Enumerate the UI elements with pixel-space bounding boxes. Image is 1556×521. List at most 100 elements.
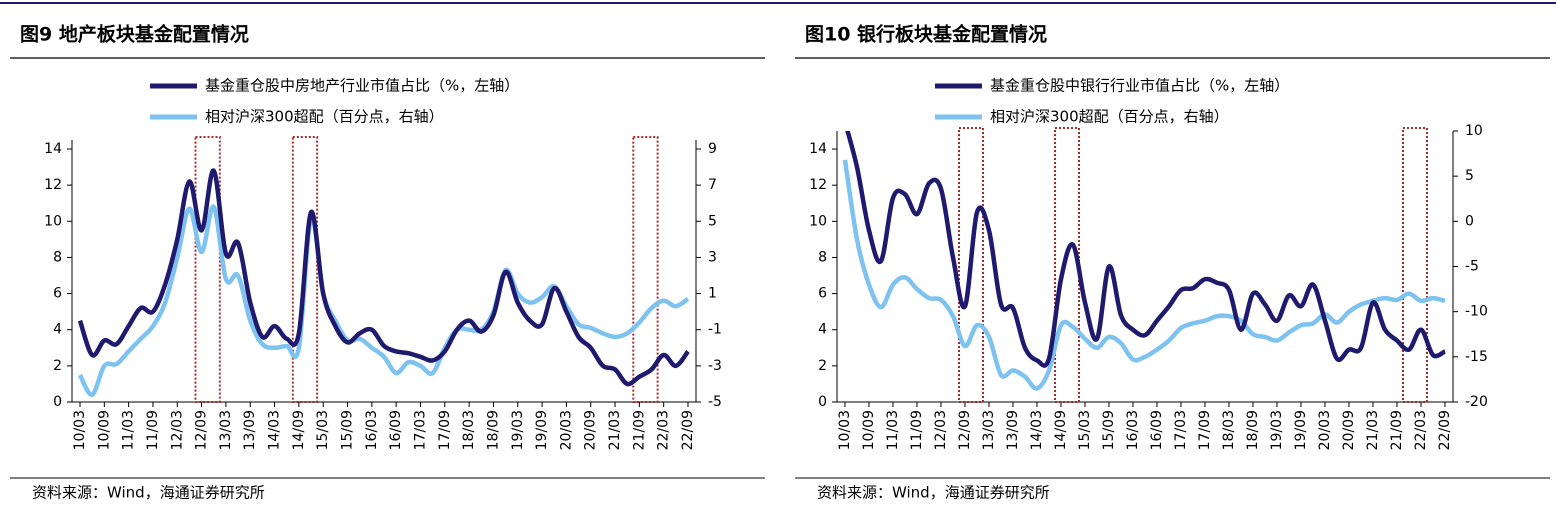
highlight-box [958, 127, 984, 403]
x-tick-label: 15/03 [315, 410, 331, 450]
y-tick-label: 0 [818, 394, 827, 410]
x-tick-label: 17/09 [437, 410, 453, 450]
x-tick-label: 22/03 [656, 410, 672, 450]
x-tick-label: 21/09 [631, 410, 647, 450]
y-tick-label: 8 [818, 249, 827, 265]
y2-tick-label: 7 [708, 177, 717, 193]
x-tick-label: 18/09 [1245, 410, 1261, 450]
x-tick-label: 12/03 [169, 410, 185, 450]
x-tick-label: 21/09 [1389, 410, 1405, 450]
x-tick-label: 12/03 [933, 410, 949, 450]
y-tick-label: 14 [44, 141, 62, 157]
chart-title: 图10 银行板块基金配置情况 [805, 23, 1047, 46]
x-tick-label: 22/09 [1437, 410, 1453, 450]
x-tick-label: 21/03 [1365, 410, 1381, 450]
x-tick-label: 13/09 [242, 410, 258, 450]
y-tick-label: 14 [809, 141, 827, 157]
x-tick-label: 19/09 [534, 410, 550, 450]
chart-title: 图9 地产板块基金配置情况 [20, 23, 249, 46]
y-tick-label: 12 [44, 177, 62, 193]
x-tick-label: 14/09 [1053, 410, 1069, 450]
highlight-box [1402, 127, 1428, 403]
y2-tick-label: 9 [708, 141, 717, 157]
y2-tick-label: 10 [1465, 123, 1483, 139]
y-tick-label: 8 [53, 249, 62, 265]
legend-label: 相对沪深300超配（百分点，右轴） [990, 108, 1229, 126]
x-tick-label: 11/03 [121, 410, 137, 450]
series-line [842, 159, 1446, 391]
series-line [77, 168, 690, 387]
source: 资料来源：Wind，海通证券研究所 [817, 484, 1050, 502]
x-tick-label: 13/03 [218, 410, 234, 450]
x-tick-label: 10/09 [861, 410, 877, 450]
y-tick-label: 4 [818, 322, 827, 338]
legend-label: 相对沪深300超配（百分点，右轴） [205, 108, 444, 126]
y2-tick-label: 5 [1465, 168, 1474, 184]
x-tick-label: 15/09 [340, 410, 356, 450]
x-tick-label: 16/03 [364, 410, 380, 450]
y2-tick-label: -5 [708, 394, 722, 410]
series-line [845, 131, 1447, 368]
y-tick-label: 6 [818, 286, 827, 302]
x-tick-label: 14/09 [291, 410, 307, 450]
x-tick-label: 20/03 [558, 410, 574, 450]
x-tick-label: 17/03 [412, 410, 428, 450]
highlight-box [632, 136, 659, 403]
plot [77, 168, 690, 398]
x-tick-label: 14/03 [267, 410, 283, 450]
highlight-box [194, 136, 221, 403]
x-tick-label: 19/03 [1269, 410, 1285, 450]
y2-tick-label: 0 [1465, 213, 1474, 229]
x-tick-label: 10/03 [72, 410, 88, 450]
legend-label: 基金重仓股中银行行业市值占比（%，左轴） [990, 77, 1289, 95]
x-tick-label: 19/09 [1293, 410, 1309, 450]
x-tick-label: 15/03 [1077, 410, 1093, 450]
x-tick-label: 11/03 [885, 410, 901, 450]
x-tick-label: 11/09 [909, 410, 925, 450]
x-tick-label: 20/09 [583, 410, 599, 450]
x-tick-label: 17/03 [1173, 410, 1189, 450]
x-tick-label: 12/09 [194, 410, 210, 450]
y2-tick-label: -1 [708, 322, 722, 338]
y-tick-label: 10 [44, 213, 62, 229]
y-tick-label: 2 [53, 358, 62, 374]
x-tick-label: 16/09 [1149, 410, 1165, 450]
y2-tick-label: -3 [708, 358, 722, 374]
highlight-box [1054, 127, 1080, 403]
plot [842, 131, 1447, 391]
y2-tick-label: 5 [708, 213, 717, 229]
y-tick-label: 12 [809, 177, 827, 193]
y-tick-label: 6 [53, 286, 62, 302]
x-tick-label: 10/03 [837, 410, 853, 450]
y-tick-label: 4 [53, 322, 62, 338]
x-tick-label: 13/03 [981, 410, 997, 450]
y-tick-label: 0 [53, 394, 62, 410]
highlight-box [291, 136, 319, 403]
y-tick-label: 10 [809, 213, 827, 229]
legend-label: 基金重仓股中房地产行业市值占比（%，左轴） [205, 77, 519, 95]
x-tick-label: 21/03 [607, 410, 623, 450]
x-tick-label: 22/09 [680, 410, 696, 450]
x-tick-label: 11/09 [145, 410, 161, 450]
y2-tick-label: -20 [1465, 394, 1488, 410]
x-tick-label: 13/09 [1005, 410, 1021, 450]
y2-tick-label: -10 [1465, 304, 1488, 320]
x-tick-label: 19/03 [510, 410, 526, 450]
x-tick-label: 10/09 [96, 410, 112, 450]
series-line [77, 204, 690, 398]
x-tick-label: 18/09 [485, 410, 501, 450]
y2-tick-label: 3 [708, 249, 717, 265]
x-tick-label: 12/09 [957, 410, 973, 450]
source: 资料来源：Wind，海通证券研究所 [32, 484, 265, 502]
x-tick-label: 20/03 [1317, 410, 1333, 450]
x-tick-label: 16/09 [388, 410, 404, 450]
y-tick-label: 2 [818, 358, 827, 374]
x-tick-label: 20/09 [1341, 410, 1357, 450]
y2-tick-label: -15 [1465, 349, 1488, 365]
y2-tick-label: -5 [1465, 259, 1479, 275]
x-tick-label: 14/03 [1029, 410, 1045, 450]
x-tick-label: 22/03 [1413, 410, 1429, 450]
x-tick-label: 18/03 [461, 410, 477, 450]
y2-tick-label: 1 [708, 286, 717, 302]
